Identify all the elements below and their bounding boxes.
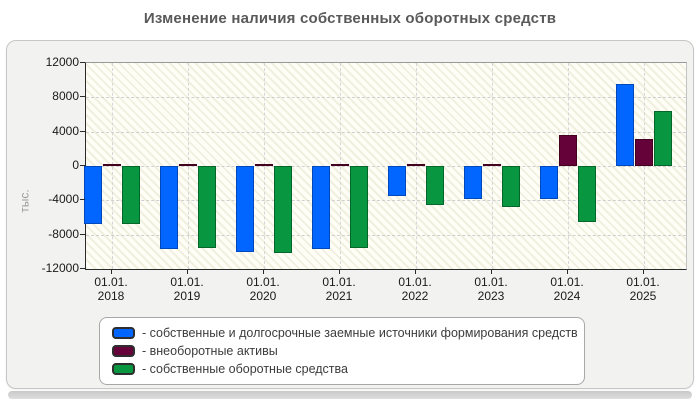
- x-tick-label: 01.01. 2024: [550, 275, 584, 303]
- x-tick-label: 01.01. 2023: [474, 275, 508, 303]
- y-tick-label: -8000: [48, 226, 79, 241]
- bar-green: [578, 166, 596, 222]
- legend-label: - собственные оборотные средства: [142, 362, 348, 376]
- gridline-vertical: [188, 63, 189, 269]
- y-tick-mark: [80, 130, 85, 132]
- x-tick-label: 01.01. 2018: [94, 275, 128, 303]
- gridline-horizontal: [86, 97, 686, 99]
- bar-blue: [312, 166, 330, 250]
- bar-green: [426, 166, 444, 206]
- y-tick-mark: [80, 268, 85, 269]
- legend-label: - внеоборотные активы: [142, 344, 278, 358]
- y-tick-label: 0: [72, 158, 79, 172]
- gridline-vertical: [340, 63, 341, 269]
- bar-blue: [616, 84, 634, 166]
- y-tick-mark: [80, 62, 85, 63]
- x-tick-mark: [339, 269, 340, 274]
- legend-swatch: [112, 327, 135, 339]
- gridline-vertical: [416, 63, 417, 269]
- legend-swatch: [112, 345, 135, 357]
- y-tick-label: -12000: [41, 261, 79, 275]
- legend-item: - собственные оборотные средства: [112, 362, 572, 376]
- gridline-horizontal: [86, 200, 686, 202]
- y-tick-label: 8000: [52, 89, 79, 104]
- bar-blue: [540, 166, 558, 199]
- bar-green: [274, 166, 292, 253]
- bar-green: [122, 166, 140, 224]
- bar-blue: [388, 166, 406, 197]
- x-tick-mark: [111, 269, 112, 274]
- y-tick-mark: [80, 165, 85, 166]
- bar-green: [350, 166, 368, 249]
- y-tick-mark: [80, 233, 85, 235]
- bar-maroon: [559, 135, 577, 166]
- legend-item: - собственные и долгосрочные заемные ист…: [112, 326, 578, 340]
- gridline-vertical: [644, 63, 645, 269]
- gridline-vertical: [568, 63, 569, 269]
- x-tick-label: 01.01. 2019: [170, 275, 204, 303]
- bar-blue: [464, 166, 482, 199]
- bar-maroon: [483, 164, 501, 166]
- x-tick-mark: [263, 269, 264, 274]
- chart-panel: тыс. 12000 8000 4000 0 -4000 -8000 -12000 01.01…: [6, 40, 694, 389]
- x-tick-mark: [187, 269, 188, 274]
- x-tick-label: 01.01. 2022: [398, 275, 432, 303]
- bar-blue: [236, 166, 254, 252]
- x-tick-mark: [491, 269, 492, 274]
- horizontal-scrollbar[interactable]: [8, 391, 692, 399]
- x-tick-mark: [415, 269, 416, 274]
- legend-item: - внеоборотные активы: [112, 344, 572, 358]
- bar-blue: [160, 166, 178, 250]
- page-title: Изменение наличия собственных оборотных …: [143, 10, 557, 27]
- y-tick-label: -4000: [48, 192, 79, 207]
- legend: - собственные и долгосрочные заемные ист…: [99, 317, 585, 385]
- legend-label: - собственные и долгосрочные заемные ист…: [142, 326, 578, 340]
- gridline-vertical: [492, 63, 493, 269]
- bar-green: [198, 166, 216, 248]
- x-tick-mark: [643, 269, 644, 274]
- y-tick-mark: [80, 96, 85, 98]
- x-tick-label: 01.01. 2020: [246, 275, 280, 303]
- bar-maroon: [103, 164, 121, 166]
- bar-green: [502, 166, 520, 208]
- y-tick-mark: [80, 199, 85, 201]
- y-tick-label: 12000: [45, 55, 79, 69]
- gridline-horizontal: [86, 234, 686, 236]
- bar-blue: [84, 166, 102, 224]
- gridline-horizontal: [86, 131, 686, 133]
- gridline-horizontal: [86, 166, 686, 167]
- x-tick-mark: [567, 269, 568, 274]
- gridline-vertical: [112, 63, 113, 269]
- legend-swatch: [112, 363, 135, 375]
- bar-maroon: [179, 164, 197, 166]
- x-tick-label: 01.01. 2025: [626, 275, 660, 303]
- bar-maroon: [255, 164, 273, 166]
- bar-maroon: [407, 164, 425, 166]
- y-tick-label: 4000: [52, 123, 79, 138]
- bar-maroon: [635, 139, 653, 166]
- plot-area: [84, 62, 687, 270]
- bar-maroon: [331, 164, 349, 166]
- bar-green: [654, 111, 672, 166]
- x-tick-label: 01.01. 2021: [322, 275, 356, 303]
- gridline-vertical: [264, 63, 265, 269]
